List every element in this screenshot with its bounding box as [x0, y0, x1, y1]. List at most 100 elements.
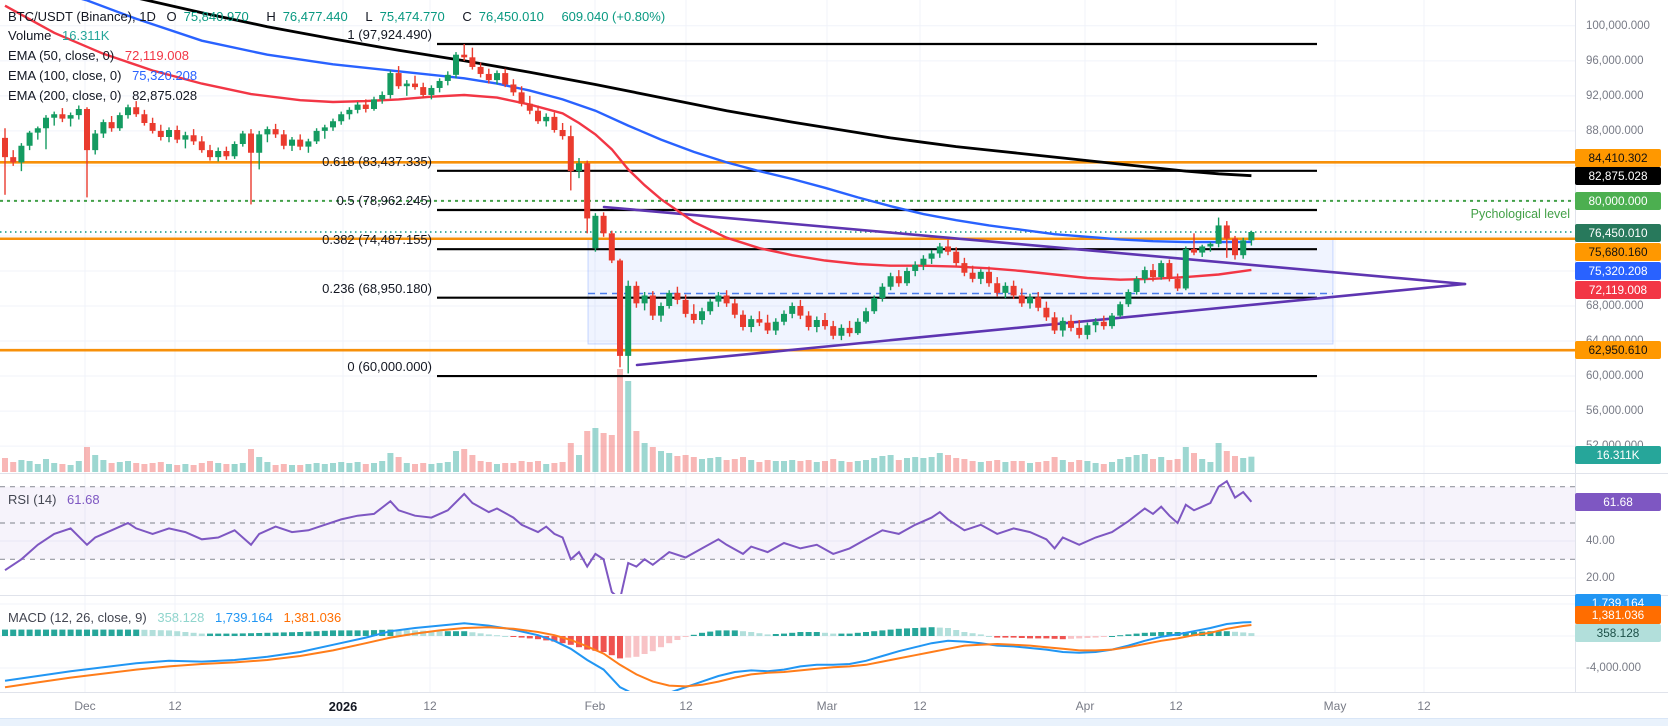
macd-line[interactable]	[4, 621, 1252, 697]
volume-bar	[313, 463, 320, 472]
fib-label[interactable]: 0.382 (74,487.155)	[322, 232, 432, 247]
macd-histogram-bar	[1059, 636, 1066, 640]
candle-body	[567, 136, 574, 172]
macd-histogram-bar	[928, 627, 935, 636]
macd-histogram-bar	[904, 628, 910, 636]
ema100-label: EMA (100, close, 0)	[8, 68, 122, 83]
ema100-legend-row[interactable]: EMA (100, close, 0) 75,320.208	[8, 66, 204, 85]
rsi-pane[interactable]	[0, 479, 1575, 599]
volume-bar	[453, 451, 459, 472]
macd-histogram-bar	[608, 636, 615, 656]
volume-bar	[1240, 458, 1247, 472]
psychological-level-annotation[interactable]: Pychological level	[1470, 207, 1570, 221]
candle-body	[1084, 325, 1091, 335]
volume-bar	[1100, 464, 1107, 472]
price-axis-badge: 75,320.208	[1575, 262, 1661, 280]
time-axis-label: 12	[1169, 699, 1183, 713]
rsi-line[interactable]	[4, 479, 1253, 599]
ema50-line[interactable]	[4, 4, 1252, 281]
volume-bar	[608, 435, 615, 472]
candle-body	[141, 114, 148, 123]
volume-bar	[600, 433, 607, 472]
macd-histogram-bar	[1002, 636, 1009, 638]
fib-label[interactable]: 0.5 (78,962.245)	[336, 193, 432, 208]
volume-bar	[715, 457, 722, 472]
pennant-lower-trendline[interactable]	[635, 282, 1467, 367]
price-axis-badge: 16.311K	[1575, 446, 1661, 464]
volume-bar	[822, 461, 828, 472]
macd-histogram-bar	[1158, 632, 1165, 636]
candle-body	[223, 151, 230, 157]
macd-signal-line[interactable]	[4, 624, 1252, 689]
macd-histogram-bar	[444, 631, 451, 636]
fib-label[interactable]: 0.236 (68,950.180)	[322, 281, 432, 296]
volume-bar	[116, 462, 123, 472]
candle-body	[822, 320, 828, 327]
candle-body	[674, 292, 681, 300]
macd-histogram-bar	[600, 636, 607, 652]
macd-histogram-bar	[485, 634, 492, 636]
volume-bar	[133, 463, 140, 472]
candle-body	[26, 132, 33, 146]
candle-body	[682, 299, 689, 314]
volume-legend-row[interactable]: Volume 16.311K	[8, 26, 116, 45]
volume-bar	[551, 463, 558, 472]
macd-histogram-bar	[781, 633, 787, 636]
volume-bar	[764, 460, 771, 472]
candle-body	[272, 129, 279, 135]
pane-separator-main-rsi[interactable]	[0, 473, 1668, 474]
macd-histogram-bar	[248, 633, 254, 636]
candle-body	[34, 128, 41, 133]
rsi-band	[0, 486, 1575, 560]
macd-histogram-bar	[133, 629, 140, 636]
ema200-line[interactable]	[5, 0, 1252, 178]
macd-histogram-bar	[912, 628, 919, 636]
candle-body	[863, 311, 869, 322]
macd-histogram-bar	[1117, 635, 1124, 637]
main-pane[interactable]	[0, 0, 1575, 473]
macd-histogram-bar	[231, 633, 238, 636]
volume-bar	[674, 456, 681, 472]
candle-body	[1207, 243, 1214, 247]
macd-histogram-bar	[797, 632, 804, 636]
ema100-line[interactable]	[5, 0, 1252, 244]
ema50-value: 72,119.008	[124, 48, 189, 63]
fib-label[interactable]: 0.618 (83,437.335)	[322, 154, 432, 169]
pane-separator-rsi-macd[interactable]	[0, 595, 1668, 596]
macd-legend-row[interactable]: MACD (12, 26, close, 9) 358.128 1,739.16…	[8, 608, 348, 627]
ema200-legend-row[interactable]: EMA (200, close, 0) 82,875.028	[8, 86, 204, 105]
volume-bar	[84, 447, 90, 472]
candles[interactable]	[2, 44, 1255, 374]
price-axis-label: 68,000.000	[1586, 300, 1644, 312]
ema100-value: 75,320.208	[132, 68, 198, 83]
macd-histogram-bar	[92, 629, 99, 636]
macd-histogram-bar	[354, 630, 361, 636]
highlight-box[interactable]	[587, 238, 1334, 345]
price-axis-badge: 82,875.028	[1575, 167, 1661, 185]
macd-histogram-bar	[1191, 632, 1197, 636]
macd-histogram-bar	[207, 633, 213, 636]
rsi-legend-row[interactable]: RSI (14) 61.68	[8, 490, 107, 509]
ema50-legend-row[interactable]: EMA (50, close, 0) 72,119.008	[8, 46, 196, 65]
macd-histogram-bar	[84, 629, 90, 636]
volume-bar	[830, 459, 837, 472]
candle-body	[305, 141, 312, 147]
candle-body	[1068, 320, 1074, 328]
volume-bar	[649, 447, 656, 472]
symbol-legend-row[interactable]: BTC/USDT (Binance), 1D O 75,840.970 H 76,4…	[8, 7, 672, 26]
macd-histogram-bar	[830, 633, 837, 636]
pennant-upper-trendline[interactable]	[602, 205, 1467, 286]
macd-histogram-bar	[986, 636, 992, 637]
volume-bar	[1191, 453, 1197, 472]
price-axis-badge: 80,000.000	[1575, 192, 1661, 210]
macd-histogram-bar	[895, 628, 902, 636]
macd-histogram-bar	[1141, 632, 1148, 636]
bottom-scroll-strip[interactable]	[0, 718, 1668, 726]
macd-pane[interactable]	[2, 621, 1255, 697]
volume-bar	[1232, 456, 1238, 472]
volume-bar	[157, 462, 164, 472]
fib-label[interactable]: 1 (97,924.490)	[347, 27, 432, 42]
candle-body	[477, 66, 484, 74]
fib-label[interactable]: 0 (60,000.000)	[347, 359, 432, 374]
